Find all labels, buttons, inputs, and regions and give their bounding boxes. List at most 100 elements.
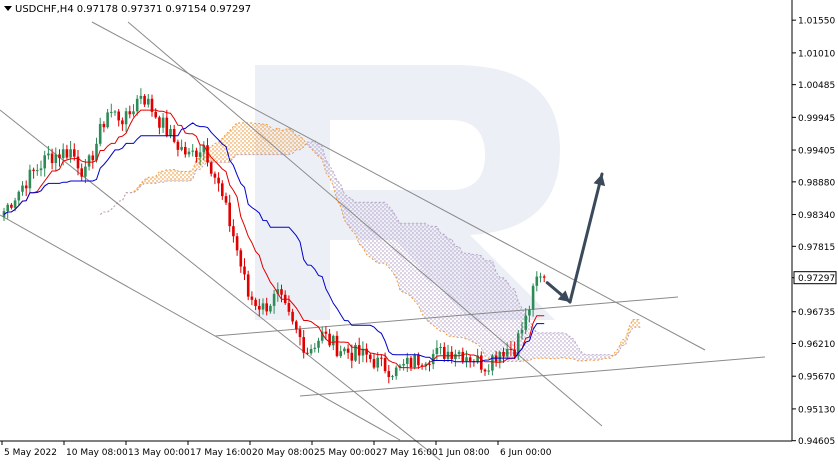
cloud-segment: [459, 247, 463, 338]
cloud-segment: [359, 202, 363, 247]
candle-body: [532, 286, 535, 310]
price-label: 0.94605: [798, 437, 835, 447]
candle: [406, 353, 409, 372]
candle-body: [84, 167, 87, 177]
candle-body: [524, 316, 527, 330]
cloud-segment: [500, 277, 504, 361]
cloud-segment: [185, 172, 189, 181]
cloud-segment: [378, 202, 382, 263]
candle-body: [302, 337, 305, 353]
candle-body: [513, 349, 516, 356]
candle: [18, 190, 21, 206]
cloud-segment: [285, 128, 289, 154]
candle: [55, 147, 58, 170]
candle-body: [18, 192, 21, 201]
candle: [517, 330, 520, 360]
price-label: 0.96735: [798, 308, 835, 318]
candle: [169, 125, 172, 138]
candle: [221, 180, 224, 200]
trendline: [300, 357, 765, 396]
cloud-segment: [426, 223, 430, 322]
candle: [177, 140, 180, 157]
candle: [336, 331, 339, 357]
cloud-segment: [570, 337, 574, 359]
candle-body: [376, 358, 379, 368]
cloud-segment: [563, 333, 567, 358]
cloud-segment: [256, 123, 260, 154]
candle-body: [443, 347, 446, 359]
cloud-segment: [544, 333, 548, 358]
candle: [454, 350, 457, 367]
candle-body: [62, 149, 65, 158]
candle: [443, 342, 446, 362]
dropdown-triangle-icon[interactable]: [4, 6, 12, 11]
cloud-segment: [274, 127, 278, 154]
candle-body: [465, 357, 468, 361]
candle: [232, 219, 235, 242]
cloud-segment: [481, 256, 485, 356]
candle: [395, 366, 398, 380]
candle-body: [121, 120, 124, 124]
candle-body: [406, 358, 409, 364]
candle-body: [306, 353, 309, 354]
candle: [114, 110, 117, 116]
candle: [373, 353, 376, 369]
candle-body: [258, 306, 261, 310]
candle-body: [80, 168, 83, 176]
cloud-segment: [637, 320, 641, 328]
candle: [73, 143, 76, 160]
candle-body: [391, 376, 394, 377]
candle: [317, 338, 320, 353]
candle: [180, 140, 183, 152]
candle-body: [117, 112, 120, 121]
cloud-segment: [182, 172, 186, 181]
cloud-segment: [141, 180, 145, 186]
candle-body: [29, 170, 32, 189]
candle-body: [195, 151, 198, 157]
candle-body: [114, 112, 117, 113]
candle: [129, 106, 132, 119]
candle: [328, 329, 331, 347]
cloud-segment: [415, 223, 419, 305]
cloud-segment: [233, 123, 237, 158]
cloud-segment: [215, 142, 219, 162]
cloud-segment: [448, 239, 452, 336]
forecast-arrow-up: [570, 174, 602, 302]
candle-body: [347, 349, 350, 353]
cloud-segment: [467, 253, 471, 340]
cloud-segment: [230, 126, 234, 162]
candle: [339, 345, 342, 358]
candle-body: [221, 183, 224, 196]
candle-body: [188, 152, 191, 155]
candle: [40, 161, 43, 177]
candle-body: [69, 149, 72, 157]
candle-body: [428, 364, 431, 365]
candle-body: [502, 352, 505, 357]
candle: [66, 145, 69, 159]
candle: [310, 344, 313, 355]
candle-body: [247, 274, 250, 296]
candle-body: [291, 312, 294, 322]
candle: [225, 193, 228, 205]
candle-body: [51, 154, 54, 164]
candle: [469, 355, 472, 368]
candle-body: [169, 129, 172, 135]
candle: [543, 275, 546, 283]
price-label: 0.99405: [798, 147, 835, 157]
cloud-segment: [352, 199, 356, 234]
cloud-segment: [418, 223, 422, 314]
candle: [80, 163, 83, 181]
candle: [143, 94, 146, 107]
close-value: 0.97297: [210, 4, 251, 15]
candle-body: [136, 99, 139, 112]
candle: [343, 347, 346, 355]
cloud-segment: [411, 223, 415, 301]
candle: [188, 148, 191, 157]
cloud-segment: [159, 171, 163, 182]
candle-body: [265, 303, 268, 311]
cloud-segment: [548, 333, 552, 359]
candle-body: [336, 336, 339, 356]
cloud-segment: [145, 177, 149, 183]
